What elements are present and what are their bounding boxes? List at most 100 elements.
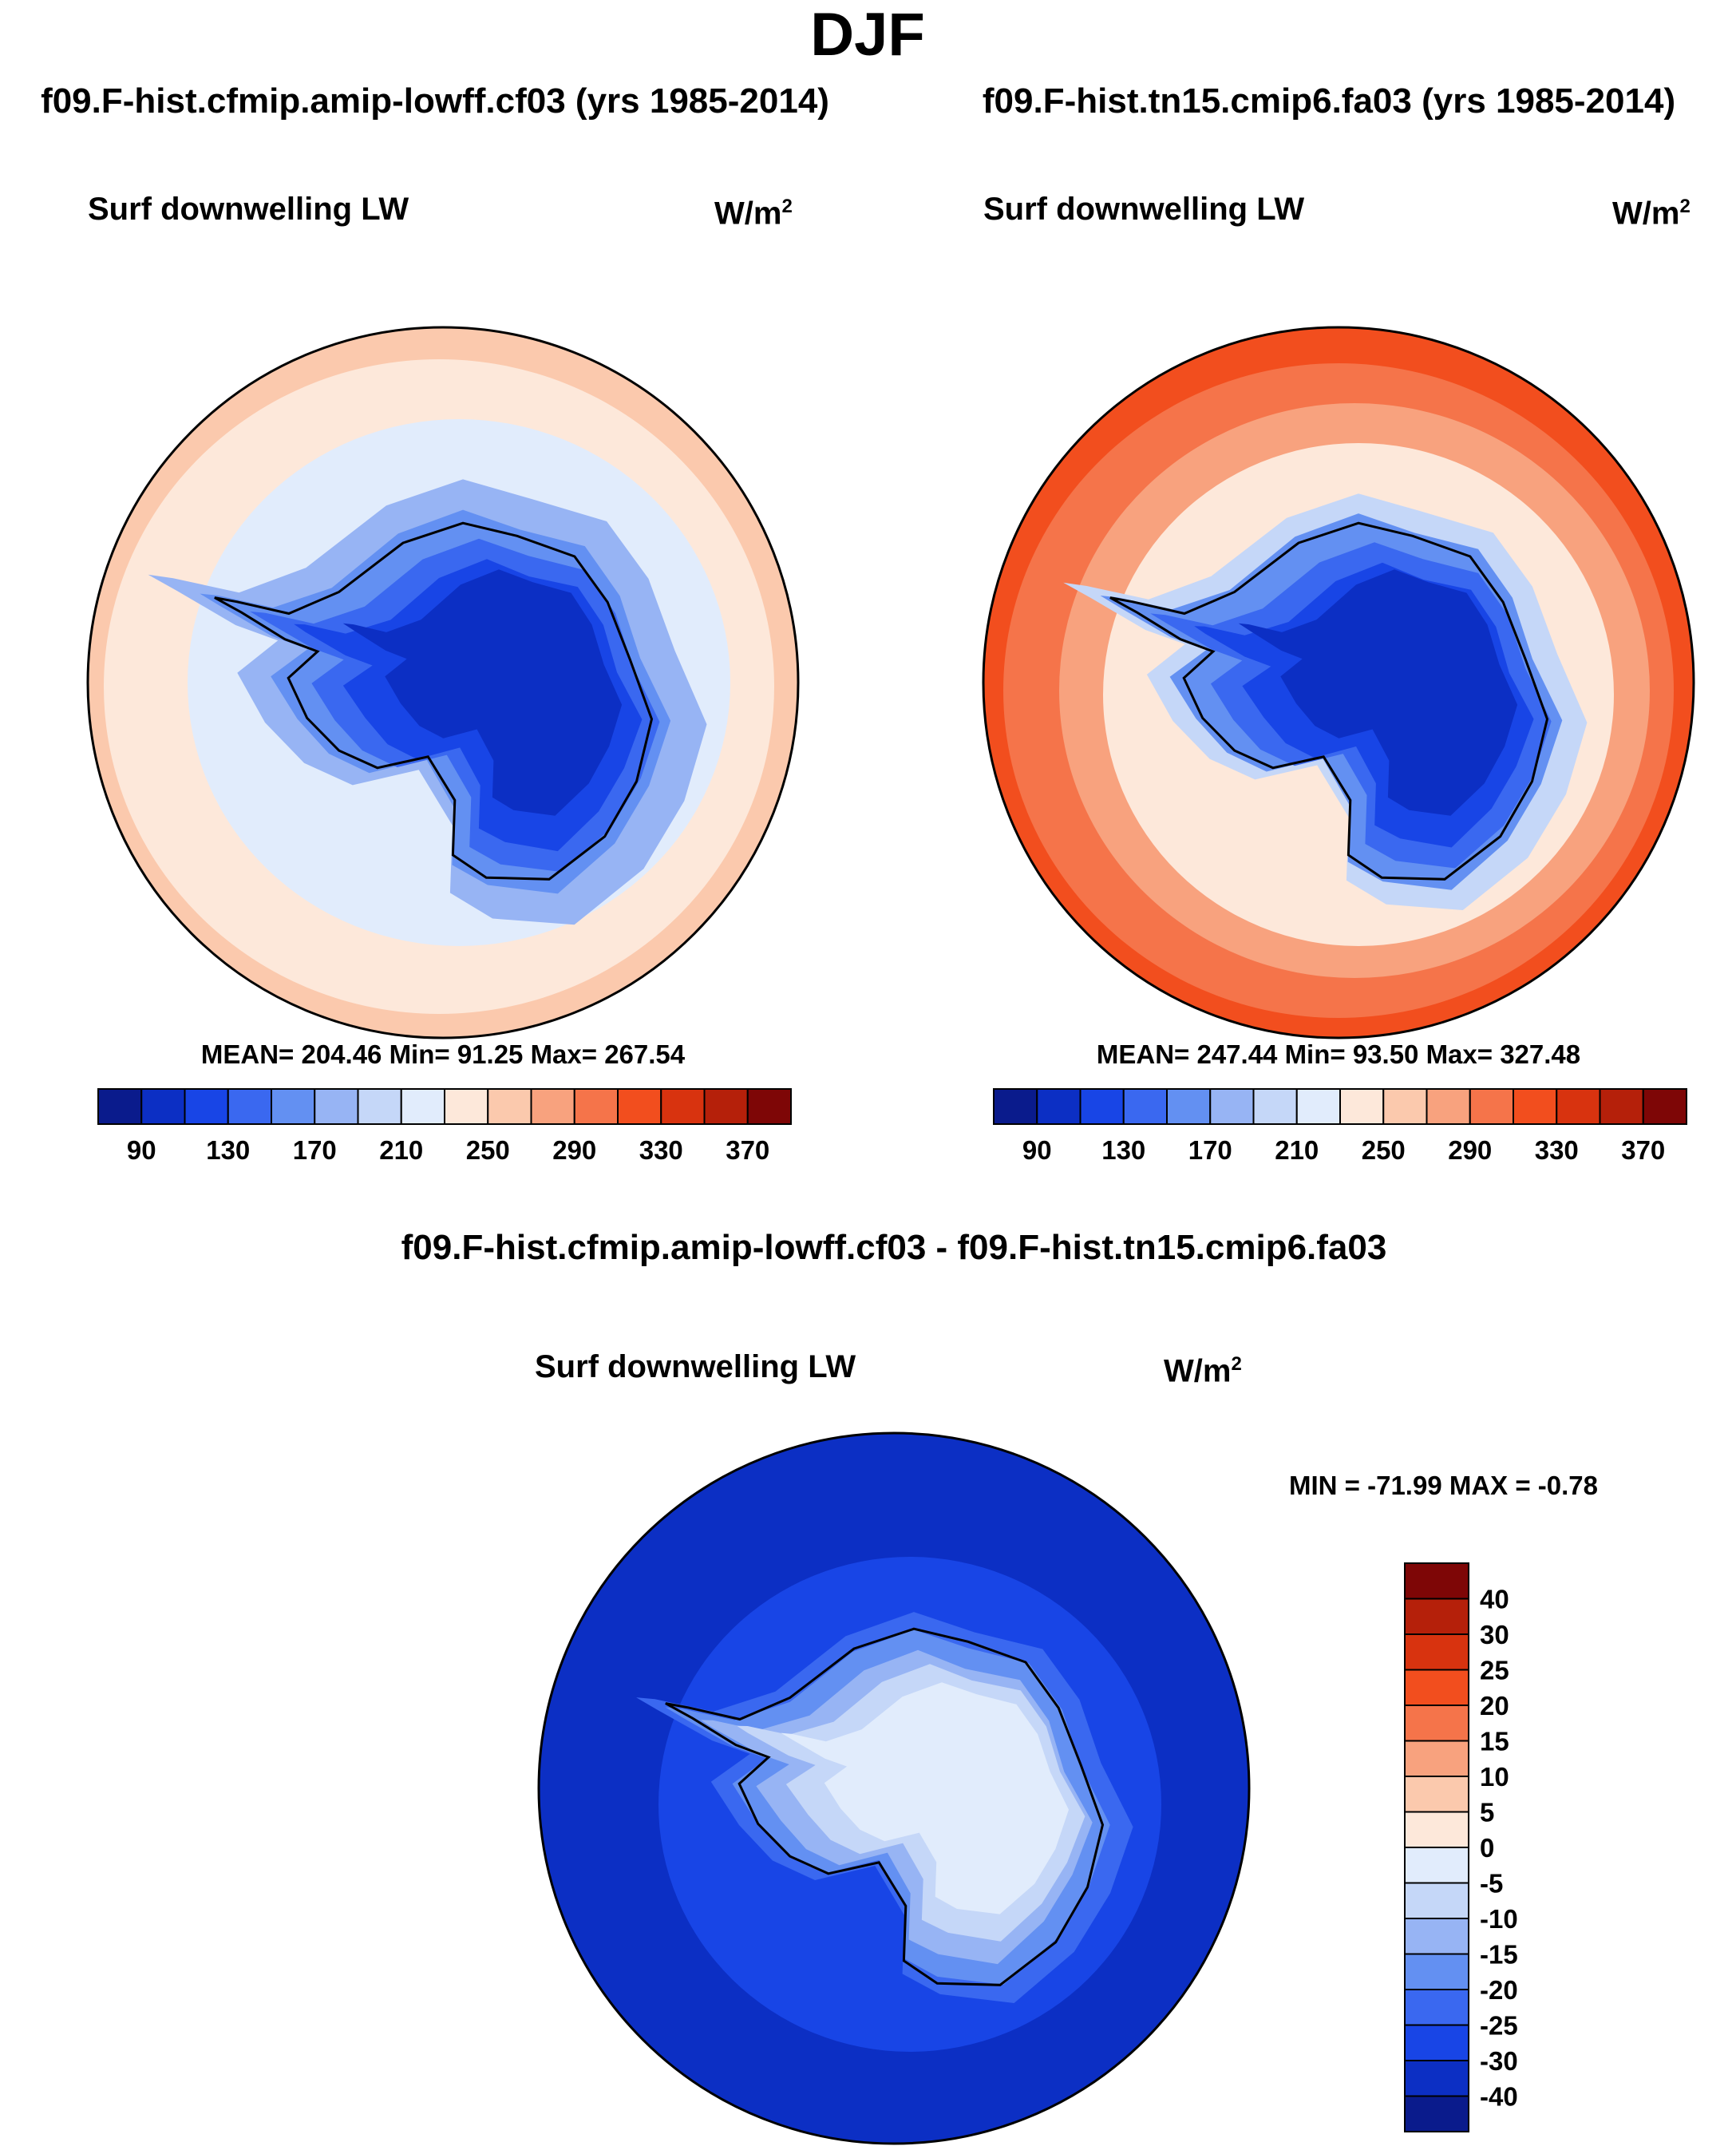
diff-stats-label: MIN = -71.99 MAX = -0.78 (1289, 1471, 1598, 1500)
main-title: DJF (810, 1, 925, 69)
colorbar-box (1404, 1740, 1469, 1777)
colorbar-box (357, 1088, 402, 1125)
colorbar-box (1404, 1562, 1469, 1600)
colorbar-box (1556, 1088, 1601, 1125)
difference-map-border (537, 1431, 1251, 2145)
colorbar-box (1079, 1088, 1125, 1125)
right-map (983, 327, 1694, 1038)
difference-panel-title: f09.F-hist.cfmip.amip-lowff.cf03 - f09.F… (401, 1228, 1387, 1267)
right-panel-title: f09.F-hist.tn15.cmip6.fa03 (yrs 1985-201… (982, 81, 1676, 121)
colorbar-tick-label: 5 (1480, 1798, 1494, 1827)
colorbar-tick-label: 210 (379, 1135, 423, 1165)
colorbar-tick-label: 370 (1621, 1135, 1665, 1165)
colorbar-tick-label: 130 (206, 1135, 250, 1165)
colorbar-box (184, 1088, 229, 1125)
colorbar-box (1404, 1669, 1469, 1706)
colorbar-box (487, 1088, 532, 1125)
colorbar-box (573, 1088, 619, 1125)
colorbar-box (1382, 1088, 1428, 1125)
colorbar-tick-label: 30 (1480, 1620, 1509, 1649)
colorbar-tick-label: -20 (1480, 1975, 1518, 2005)
colorbar-box (1599, 1088, 1644, 1125)
right-variable-label: Surf downwelling LW (983, 192, 1305, 227)
colorbar-tick-label: 40 (1480, 1585, 1509, 1614)
colorbar-box (1252, 1088, 1298, 1125)
contour-fill-90 (1238, 569, 1518, 816)
colorbar-box (1036, 1088, 1082, 1125)
coastline (214, 521, 654, 881)
colorbar-tick-label: 90 (1022, 1135, 1052, 1165)
contour-fill-minus5 (781, 1682, 1069, 1914)
colorbar-tick-label: 250 (466, 1135, 510, 1165)
diff-units-label: W/m2 (1164, 1353, 1242, 1389)
colorbar-box (1469, 1088, 1514, 1125)
colorbar-box (1404, 1953, 1469, 1990)
left-map (88, 327, 798, 1038)
colorbar-box (1122, 1088, 1168, 1125)
colorbar-tick-label: 330 (639, 1135, 683, 1165)
colorbar-box (97, 1088, 143, 1125)
colorbar-box (140, 1088, 186, 1125)
right-units-label: W/m2 (1612, 196, 1691, 232)
colorbar-box (1404, 1776, 1469, 1813)
colorbar-tick-label: 290 (552, 1135, 596, 1165)
colorbar-box (1404, 1847, 1469, 1884)
colorbar-tick-label: 210 (1275, 1135, 1319, 1165)
colorbar-box (660, 1088, 706, 1125)
colorbar-box (530, 1088, 575, 1125)
colorbar-box (444, 1088, 489, 1125)
colorbar-box (1426, 1088, 1471, 1125)
colorbar-tick-label: 330 (1535, 1135, 1579, 1165)
colorbar-box (1513, 1088, 1558, 1125)
colorbar-tick-label: -30 (1480, 2046, 1518, 2076)
colorbar-box (617, 1088, 662, 1125)
colorbar-tick-label: 0 (1480, 1833, 1494, 1863)
colorbar-box (314, 1088, 359, 1125)
colorbar-box (1404, 1598, 1469, 1635)
colorbar-tick-label: 170 (293, 1135, 337, 1165)
difference-map (539, 1433, 1249, 2144)
colorbar-tick-label: 370 (726, 1135, 769, 1165)
left-units-label: W/m2 (714, 196, 793, 232)
diff-variable-label: Surf downwelling LW (535, 1349, 856, 1384)
colorbar-box (1404, 1989, 1469, 2026)
colorbar-tick-label: 170 (1188, 1135, 1232, 1165)
colorbar-tick-label: 90 (127, 1135, 156, 1165)
colorbar-box (1404, 2095, 1469, 2132)
colorbar-box (1209, 1088, 1255, 1125)
colorbar-tick-label: -15 (1480, 1940, 1518, 1970)
colorbar-tick-label: -10 (1480, 1904, 1518, 1934)
colorbar-box (1404, 2060, 1469, 2097)
right-map-border (982, 326, 1695, 1039)
left-stats-label: MEAN= 204.46 Min= 91.25 Max= 267.54 (200, 1039, 686, 1069)
coastline (1109, 521, 1549, 881)
colorbar-box (1404, 1811, 1469, 1848)
colorbar-tick-label: -5 (1480, 1869, 1503, 1899)
colorbar-tick-label: 15 (1480, 1727, 1509, 1756)
colorbar-box (1404, 1633, 1469, 1671)
colorbar-tick-label: 20 (1480, 1691, 1509, 1720)
colorbar-box (1404, 1918, 1469, 1955)
colorbar-box (703, 1088, 749, 1125)
colorbar-box (993, 1088, 1038, 1125)
right-colorbar: 90 130 170 210 250 290 330 370 (993, 1088, 1687, 1165)
colorbar-box (227, 1088, 272, 1125)
colorbar-box (400, 1088, 445, 1125)
colorbar-box (1166, 1088, 1212, 1125)
difference-colorbar: -40 -30 -25 -20 -15 -10 -5 0 5 10 15 20 25 30 40 (1404, 1562, 1518, 2132)
right-stats-label: MEAN= 247.44 Min= 93.50 Max= 327.48 (1096, 1039, 1581, 1069)
colorbar-box (1339, 1088, 1385, 1125)
colorbar-box (271, 1088, 316, 1125)
colorbar-tick-label: 290 (1448, 1135, 1492, 1165)
colorbar-box (1404, 1882, 1469, 1919)
colorbar-tick-label: -40 (1480, 2082, 1518, 2112)
colorbar-box (1404, 1705, 1469, 1742)
colorbar-box (1295, 1088, 1341, 1125)
left-variable-label: Surf downwelling LW (88, 192, 409, 227)
colorbar-box (746, 1088, 792, 1125)
colorbar-box (1404, 2024, 1469, 2061)
colorbar-box (1642, 1088, 1687, 1125)
contour-fill-90 (342, 569, 623, 816)
colorbar-tick-label: 250 (1362, 1135, 1406, 1165)
